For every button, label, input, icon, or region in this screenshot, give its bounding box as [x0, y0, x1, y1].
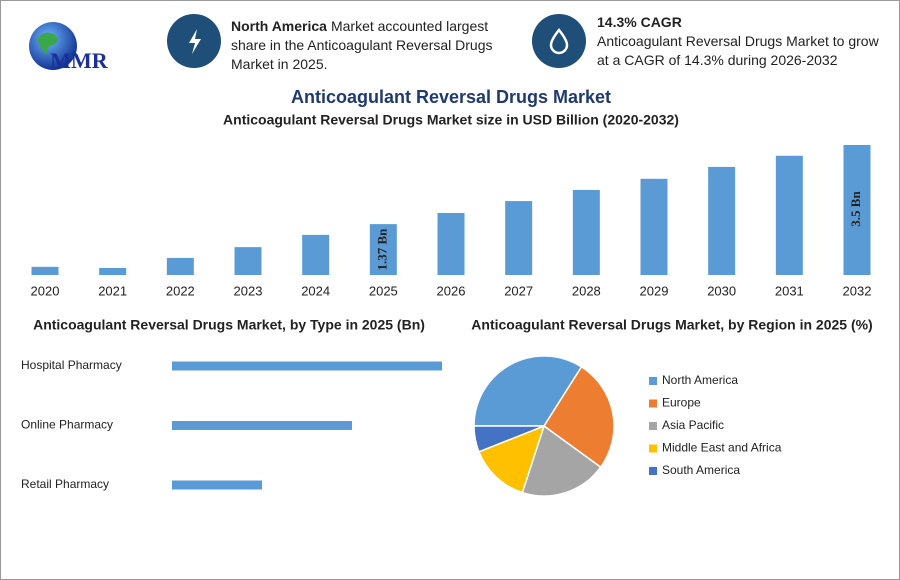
info-text: Market accounted largest share in the An…: [231, 18, 493, 72]
x-tick-label: 2026: [437, 283, 466, 298]
bar: [572, 189, 600, 275]
info-box: North America Market accounted largest sh…: [231, 17, 511, 74]
pie-slice: [477, 424, 546, 494]
legend-label: Asia Pacific: [662, 418, 724, 432]
legend-swatch: [649, 467, 657, 475]
pie-slice: [521, 424, 602, 497]
x-tick-label: 2020: [31, 283, 60, 298]
pie-slice: [542, 365, 615, 469]
info-box: 14.3% CAGR Anticoagulant Reversal Drugs M…: [597, 13, 892, 70]
info-icon: [532, 14, 586, 68]
x-tick-label: 2030: [707, 283, 736, 298]
info-text: Anticoagulant Reversal Drugs Market to g…: [597, 33, 879, 68]
legend-label: South America: [662, 463, 740, 477]
bar: [234, 247, 262, 275]
bar: [99, 267, 127, 275]
legend-swatch: [649, 422, 657, 430]
legend-label: North America: [662, 373, 738, 387]
x-tick-label: 2032: [843, 283, 872, 298]
legend-swatch: [649, 377, 657, 385]
legend-swatch: [649, 399, 657, 408]
bar: [302, 234, 330, 275]
bar: [172, 421, 352, 430]
info-highlight: 14.3% CAGR: [597, 14, 682, 30]
value-label: 3.5 Bn: [848, 191, 863, 227]
y-tick-label: Hospital Pharmacy: [21, 358, 122, 372]
legend-label: Middle East and Africa: [662, 441, 782, 455]
bar: [369, 224, 397, 275]
value-label: 1.37 Bn: [374, 228, 389, 271]
x-tick-label: 2023: [234, 283, 263, 298]
x-tick-label: 2029: [640, 283, 669, 298]
bolt-icon: [189, 29, 201, 54]
y-tick-label: Online Pharmacy: [21, 418, 113, 432]
drop-icon: [549, 27, 569, 55]
bar: [708, 166, 736, 275]
bar: [172, 480, 262, 490]
logo-text: MMR: [50, 48, 109, 73]
info-highlight: North America: [231, 18, 327, 34]
legend-swatch: [649, 444, 657, 453]
logo-land: [37, 32, 58, 55]
chart-title: Anticoagulant Reversal Drugs Market, by …: [471, 317, 872, 333]
chart-subtitle: Anticoagulant Reversal Drugs Market size…: [223, 112, 679, 128]
bar: [437, 212, 465, 275]
bar: [640, 178, 668, 275]
bar: [166, 257, 194, 275]
x-tick-label: 2028: [572, 283, 601, 298]
bar: [775, 155, 803, 275]
pie-slice: [473, 425, 545, 453]
x-tick-label: 2027: [504, 283, 533, 298]
x-tick-label: 2024: [301, 283, 330, 298]
bar: [843, 145, 871, 275]
logo-globe: [29, 22, 77, 70]
x-tick-label: 2022: [166, 283, 195, 298]
x-tick-label: 2021: [98, 283, 127, 298]
chart-title: Anticoagulant Reversal Drugs Market, by …: [33, 317, 425, 333]
bar: [505, 201, 533, 275]
bar: [31, 266, 59, 275]
y-tick-label: Retail Pharmacy: [21, 477, 109, 491]
x-tick-label: 2031: [775, 283, 804, 298]
bar: [172, 361, 442, 371]
legend-label: Europe: [662, 396, 701, 410]
x-tick-label: 2025: [369, 283, 398, 298]
chart-title: Anticoagulant Reversal Drugs Market: [291, 87, 611, 107]
